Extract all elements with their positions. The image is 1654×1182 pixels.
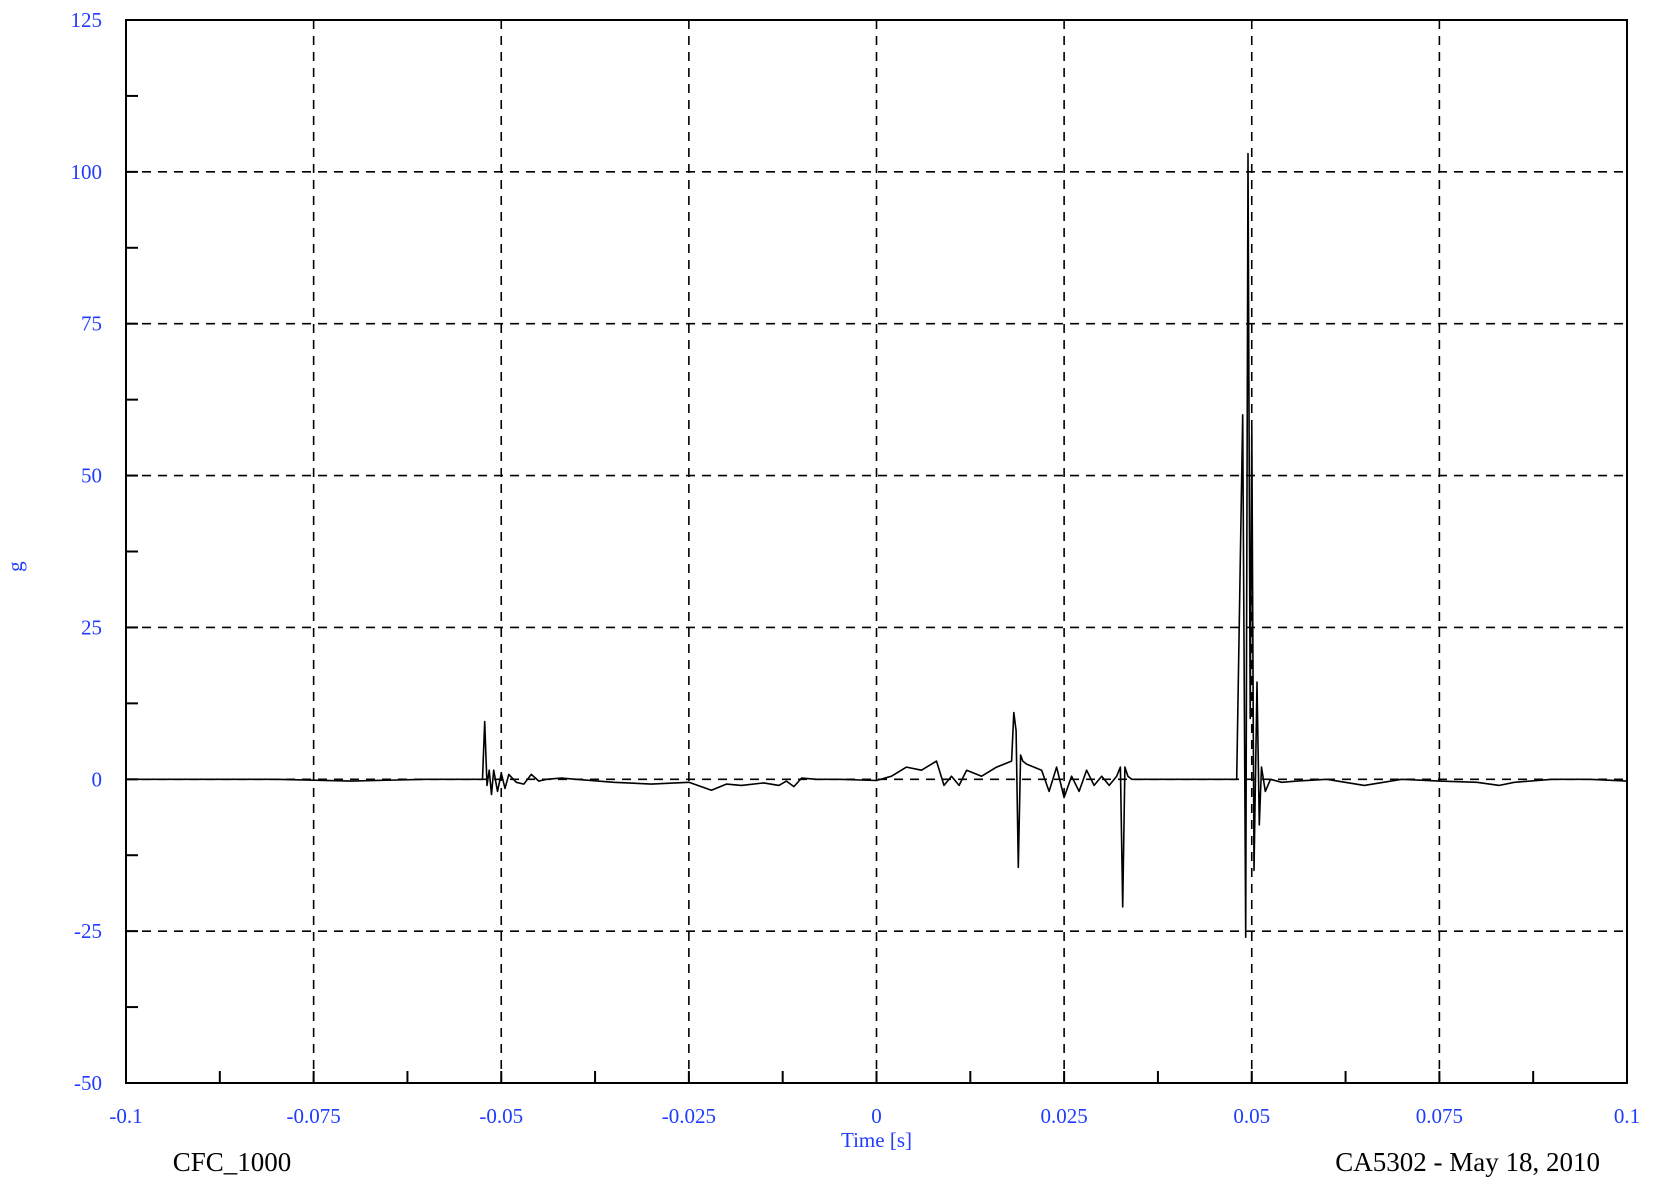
minor-ticks xyxy=(125,19,1628,1084)
x-tick-label: -0.025 xyxy=(662,1104,716,1128)
x-tick-label: -0.1 xyxy=(109,1104,142,1128)
footer-test-id: CA5302 - May 18, 2010 xyxy=(1335,1147,1600,1177)
x-tick-label: 0 xyxy=(871,1104,882,1128)
y-tick-label: 75 xyxy=(81,312,102,336)
x-axis-label: Time [s] xyxy=(841,1128,912,1152)
y-tick-label: -25 xyxy=(74,919,102,943)
y-tick-label: -50 xyxy=(74,1071,102,1095)
x-tick-label: 0.075 xyxy=(1416,1104,1463,1128)
footer-filter-label: CFC_1000 xyxy=(173,1147,292,1177)
y-tick-label: 25 xyxy=(81,615,102,639)
x-tick-label: 0.05 xyxy=(1233,1104,1270,1128)
x-tick-label: 0.025 xyxy=(1041,1104,1088,1128)
y-tick-label: 125 xyxy=(71,8,103,32)
x-tick-labels: -0.1 -0.075 -0.05 -0.025 0 0.025 0.05 0.075 0.1 xyxy=(109,1104,1640,1128)
y-tick-label: 0 xyxy=(92,767,103,791)
x-tick-label: 0.1 xyxy=(1614,1104,1640,1128)
grid xyxy=(126,20,1627,1083)
x-tick-label: -0.075 xyxy=(287,1104,341,1128)
plot-frame xyxy=(125,19,1628,1084)
y-tick-label: 100 xyxy=(71,160,103,184)
y-tick-label: 50 xyxy=(81,464,102,488)
series-trace xyxy=(126,152,1628,938)
y-tick-labels: -50 -25 0 25 50 75 100 125 xyxy=(71,8,103,1095)
x-tick-label: -0.05 xyxy=(479,1104,523,1128)
y-axis-label: g xyxy=(3,561,27,572)
